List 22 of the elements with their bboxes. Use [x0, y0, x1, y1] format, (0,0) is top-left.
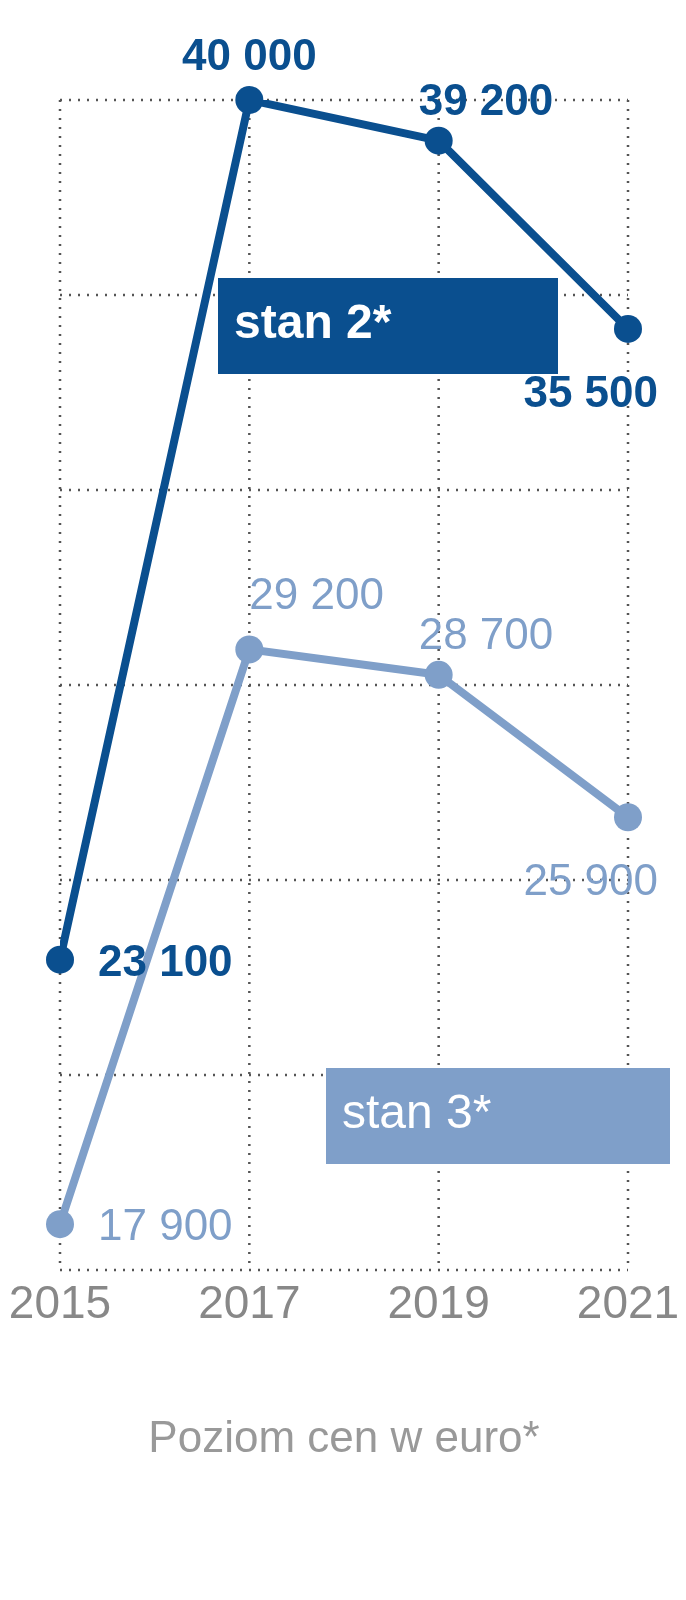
- x-axis-title: Poziom cen w euro*: [148, 1412, 540, 1461]
- point: [46, 1210, 74, 1239]
- name-tag: stan 2*: [218, 278, 558, 374]
- data-label: 17 900: [98, 1200, 233, 1250]
- x-tick-label: 2015: [8, 1276, 112, 1328]
- point: [424, 660, 453, 689]
- point: [46, 945, 74, 974]
- point: [614, 314, 642, 343]
- x-tick-label: 2017: [198, 1276, 301, 1328]
- data-label: 25 900: [523, 855, 658, 905]
- x-tick-label: 2019: [387, 1276, 490, 1328]
- point: [614, 803, 642, 832]
- point: [424, 126, 453, 155]
- data-label: 40 000: [182, 30, 317, 79]
- data-label: 39 200: [418, 74, 554, 124]
- data-label: 29 200: [249, 569, 384, 619]
- data-label: 28 700: [418, 608, 554, 658]
- point: [235, 635, 264, 664]
- point: [235, 86, 264, 114]
- data-label: 23 100: [98, 935, 233, 985]
- x-tick-label: 2021: [576, 1276, 680, 1328]
- name-tag: stan 3*: [326, 1068, 670, 1164]
